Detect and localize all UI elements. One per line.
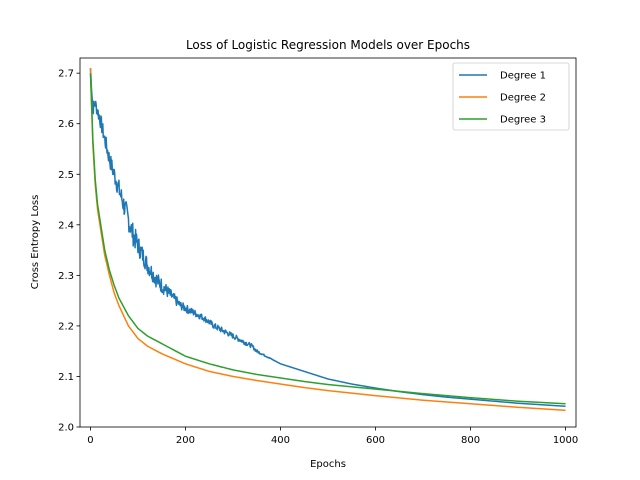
y-tick-label: 2.7 — [58, 69, 74, 80]
legend-box — [452, 62, 570, 131]
plot-frame — [79, 57, 577, 428]
y-axis: 2.0 2.1 2.2 2.3 2.4 2.5 2.6 2.7 — [58, 69, 80, 434]
y-axis-label: Cross Entropy Loss — [30, 195, 41, 290]
y-tick-label: 2.2 — [58, 321, 74, 332]
x-tick-label: 400 — [271, 435, 290, 446]
series-line-2 — [89, 68, 566, 412]
x-tick-label: 800 — [461, 435, 480, 446]
x-axis-label: Epochs — [310, 459, 346, 470]
y-tick-label: 2.3 — [58, 271, 74, 282]
plot-area — [79, 57, 577, 428]
x-tick-label: 600 — [366, 435, 385, 446]
series-layer — [89, 68, 566, 412]
legend-label-2: Degree 2 — [500, 93, 546, 104]
x-tick-label: 200 — [176, 435, 195, 446]
x-tick-label: 0 — [87, 435, 93, 446]
legend-label-3: Degree 3 — [500, 115, 546, 126]
y-tick-label: 2.4 — [58, 220, 74, 231]
x-axis: 0 200 400 600 800 1000 — [87, 427, 578, 446]
y-tick-label: 2.1 — [58, 372, 74, 383]
y-tick-label: 2.6 — [58, 119, 74, 130]
legend-label-1: Degree 1 — [500, 71, 546, 82]
x-tick-label: 1000 — [553, 435, 578, 446]
y-tick-label: 2.5 — [58, 170, 74, 181]
y-tick-label: 2.0 — [58, 423, 74, 434]
series-line-3 — [89, 73, 566, 405]
series-line-1 — [89, 68, 566, 408]
chart-title: Loss of Logistic Regression Models over … — [186, 38, 470, 52]
legend: Degree 1 Degree 2 Degree 3 — [452, 62, 570, 131]
